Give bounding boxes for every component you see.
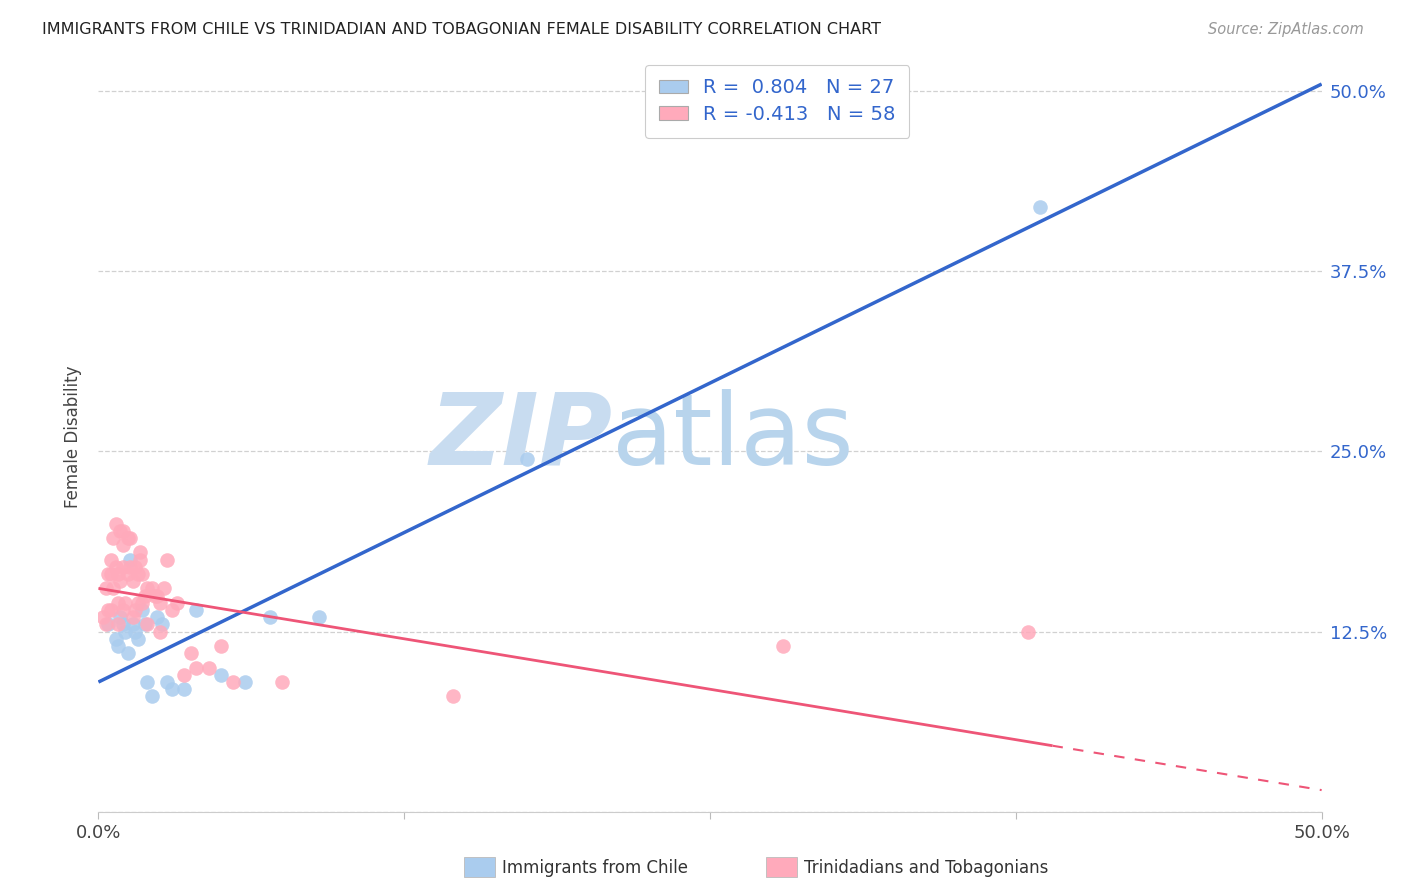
Point	[91, 610, 114, 624]
Point	[101, 582, 124, 596]
Point	[146, 610, 169, 624]
Point	[110, 574, 132, 589]
Point	[209, 668, 232, 682]
Point	[156, 675, 179, 690]
Point	[186, 660, 208, 674]
Point	[129, 545, 152, 559]
Point	[111, 603, 134, 617]
Text: IMMIGRANTS FROM CHILE VS TRINIDADIAN AND TOBAGONIAN FEMALE DISABILITY CORRELATIO: IMMIGRANTS FROM CHILE VS TRINIDADIAN AND…	[42, 22, 882, 37]
Text: Trinidadians and Tobagonians: Trinidadians and Tobagonians	[804, 859, 1049, 877]
Point	[141, 582, 163, 596]
Point	[121, 574, 143, 589]
Point	[110, 524, 132, 538]
Point	[107, 617, 129, 632]
Point	[101, 531, 124, 545]
Point	[259, 610, 281, 624]
Point	[1017, 624, 1039, 639]
Point	[233, 675, 256, 690]
Point	[136, 675, 159, 690]
Text: Immigrants from Chile: Immigrants from Chile	[502, 859, 688, 877]
Point	[111, 617, 134, 632]
Point	[149, 596, 172, 610]
Text: Source: ZipAtlas.com: Source: ZipAtlas.com	[1208, 22, 1364, 37]
Point	[107, 566, 129, 581]
Point	[160, 603, 183, 617]
Point	[160, 682, 183, 697]
Point	[127, 632, 149, 646]
Point	[100, 552, 122, 566]
Point	[97, 566, 120, 581]
Text: ZIP: ZIP	[429, 389, 612, 485]
Point	[150, 617, 173, 632]
Point	[515, 451, 537, 466]
Point	[117, 531, 139, 545]
Point	[97, 603, 120, 617]
Point	[209, 639, 232, 653]
Point	[197, 660, 219, 674]
Point	[173, 682, 195, 697]
Point	[110, 610, 132, 624]
Point	[180, 646, 202, 660]
Point	[111, 524, 134, 538]
Point	[308, 610, 330, 624]
Point	[136, 617, 159, 632]
Point	[131, 596, 153, 610]
Point	[117, 646, 139, 660]
Point	[121, 617, 143, 632]
Point	[120, 552, 142, 566]
Point	[143, 589, 166, 603]
Point	[94, 582, 117, 596]
Point	[117, 566, 139, 581]
Point	[173, 668, 195, 682]
Point	[186, 603, 208, 617]
Point	[131, 603, 153, 617]
Point	[114, 624, 136, 639]
Point	[134, 617, 156, 632]
Point	[222, 675, 245, 690]
Point	[107, 639, 129, 653]
Point	[772, 639, 794, 653]
Point	[124, 603, 146, 617]
Point	[100, 566, 122, 581]
Point	[156, 552, 179, 566]
Point	[129, 552, 152, 566]
Point	[111, 559, 134, 574]
Point	[121, 610, 143, 624]
Point	[136, 582, 159, 596]
Point	[149, 624, 172, 639]
Point	[94, 617, 117, 632]
Point	[124, 559, 146, 574]
Point	[124, 624, 146, 639]
Point	[104, 632, 127, 646]
Point	[107, 596, 129, 610]
Point	[97, 617, 120, 632]
Point	[120, 531, 142, 545]
Point	[100, 603, 122, 617]
Point	[104, 559, 127, 574]
Point	[166, 596, 188, 610]
Text: atlas: atlas	[612, 389, 853, 485]
Point	[111, 538, 134, 552]
Point	[127, 566, 149, 581]
Y-axis label: Female Disability: Female Disability	[65, 366, 83, 508]
Point	[146, 589, 169, 603]
Point	[114, 596, 136, 610]
Point	[131, 566, 153, 581]
Point	[270, 675, 294, 690]
Point	[441, 690, 464, 704]
Point	[134, 589, 156, 603]
Point	[153, 582, 176, 596]
Point	[120, 559, 142, 574]
Point	[141, 690, 163, 704]
Point	[127, 596, 149, 610]
Point	[104, 516, 127, 531]
Legend: R =  0.804   N = 27, R = -0.413   N = 58: R = 0.804 N = 27, R = -0.413 N = 58	[645, 64, 910, 137]
Point	[1029, 200, 1052, 214]
